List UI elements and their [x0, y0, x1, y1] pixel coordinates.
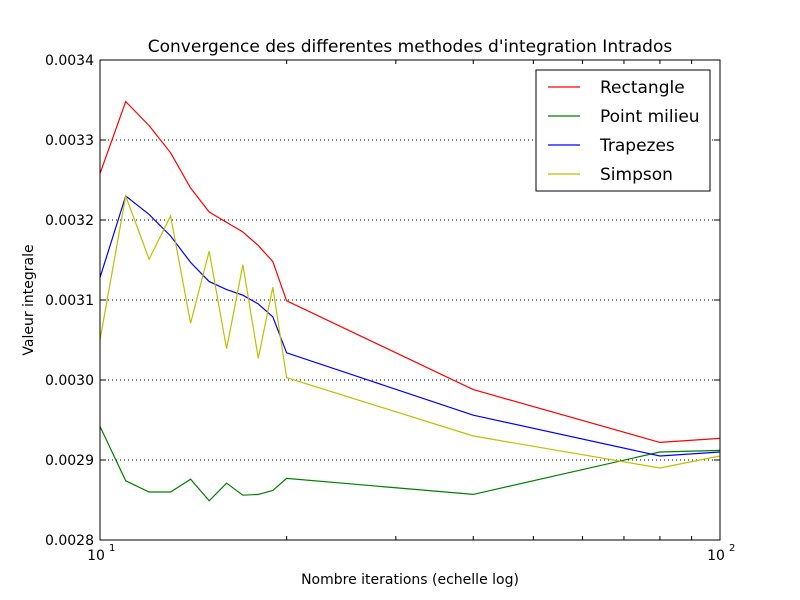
- y-tick-label: 0.0033: [45, 133, 94, 149]
- chart-title: Convergence des differentes methodes d'i…: [148, 37, 673, 57]
- series: [99, 100, 721, 502]
- y-axis-label: Valeur integrale: [21, 244, 37, 355]
- x-axis-label: Nombre iterations (echelle log): [301, 572, 519, 588]
- tick-labels: 0.0028 0.0029 0.0030 0.0031 0.0032 0.0033 0.00…: [45, 53, 735, 564]
- legend-label: Simpson: [600, 165, 673, 185]
- series-line-rectangle: [99, 100, 721, 444]
- legend: Rectangle Point milieu Trapezes Simpson: [535, 69, 711, 192]
- y-tick-label: 0.0032: [45, 213, 94, 229]
- legend-label: Rectangle: [600, 78, 685, 98]
- legend-label: Trapezes: [599, 136, 675, 156]
- series-line-simpson: [99, 193, 721, 469]
- y-tick-label: 0.0034: [45, 53, 94, 69]
- series-line-point-milieu: [99, 426, 721, 502]
- x-tick-exponent: 2: [729, 543, 735, 554]
- plot-frame: [99, 59, 721, 541]
- x-tick-exponent: 1: [109, 543, 115, 554]
- legend-label: Point milieu: [600, 107, 700, 127]
- series-line-trapezes: [99, 194, 721, 457]
- x-tick-label: 10: [87, 548, 105, 564]
- y-tick-label: 0.0030: [45, 373, 94, 389]
- legend-box: [535, 69, 711, 192]
- y-tick-label: 0.0031: [45, 293, 94, 309]
- x-tick-label: 10: [707, 548, 725, 564]
- y-tick-label: 0.0028: [45, 533, 94, 549]
- y-tick-label: 0.0029: [45, 453, 94, 469]
